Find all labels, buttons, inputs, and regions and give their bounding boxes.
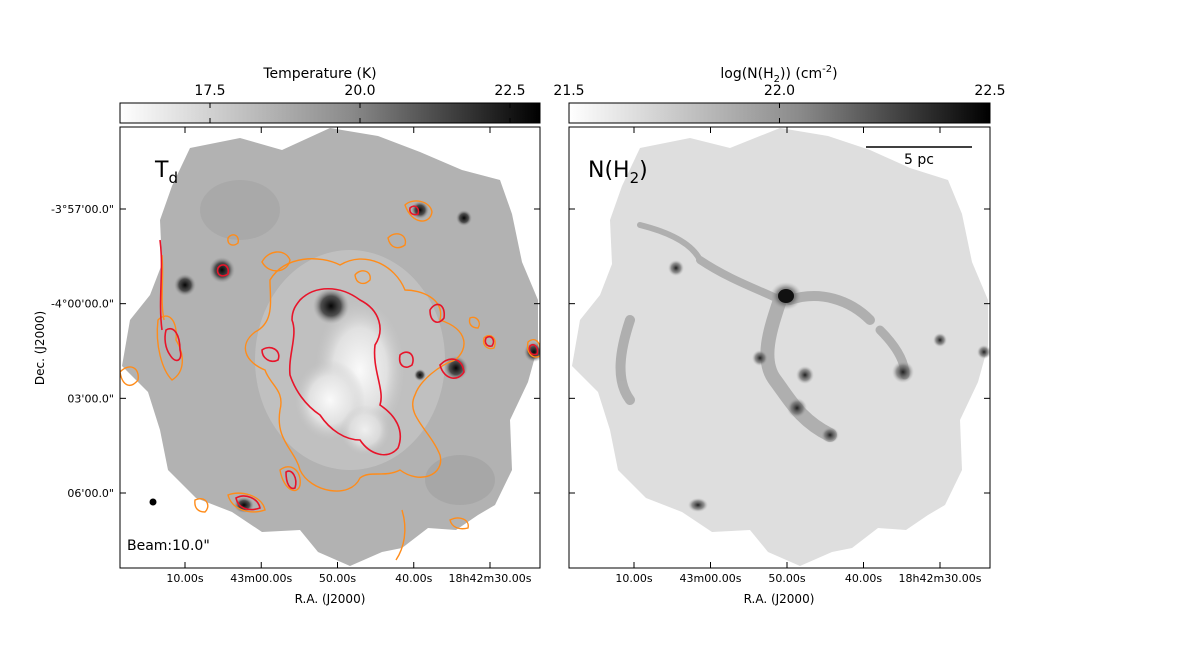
temperature-panel: Temperature (K) 17.5 20.0 22.5 (33, 66, 541, 606)
column-density-axis-ticks: 10.00s 43m00.00s 50.00s 40.00s 18h42m30.00s (569, 127, 990, 585)
colorbar-tick-label: 22.5 (974, 83, 1005, 99)
temperature-axis-ticks: 10.00s 43m00.00s 50.00s 40.00s 18h42m30.00s -… (51, 127, 540, 585)
colorbar-tick-label: 21.5 (553, 83, 584, 99)
dense-core (821, 427, 839, 443)
hot-source (313, 288, 349, 324)
dense-core (688, 498, 708, 512)
x-tick-label: 50.00s (319, 572, 356, 585)
hot-source (456, 210, 472, 226)
x-tick-label: 50.00s (768, 572, 805, 585)
x-tick-label: 18h42m30.00s (449, 572, 532, 585)
dense-core (752, 350, 768, 366)
hot-source (209, 257, 235, 283)
temperature-colorbar-label: Temperature (K) (262, 66, 376, 82)
column-density-colorbar-label: log(N(H2)) (cm-2) (720, 64, 837, 85)
red-contours (159, 205, 539, 511)
colorbar-tick-label: 22.0 (764, 83, 795, 99)
x-tick-label: 10.00s (166, 572, 203, 585)
y-tick-label: -3°57'00.0" (51, 203, 114, 216)
x-tick-label: 40.00s (845, 572, 882, 585)
column-density-panel-label: N(H2) (588, 158, 648, 187)
column-density-map (572, 128, 990, 566)
column-density-panel: log(N(H2)) (cm-2) 21.5 22.0 22.5 (553, 64, 1005, 606)
y-tick-label: 03'00.0" (67, 392, 114, 405)
hot-source (414, 369, 426, 381)
temperature-map (120, 128, 540, 566)
dense-core (933, 333, 947, 347)
orange-contours (120, 200, 540, 561)
y-tick-label: 06'00.0" (67, 487, 114, 500)
dense-core (796, 366, 814, 384)
column-density-map-footprint (572, 128, 988, 566)
colorbar-tick-label: 17.5 (194, 83, 225, 99)
temperature-colorbar-gradient (119, 102, 541, 124)
column-density-xaxis-label: R.A. (J2000) (744, 592, 815, 606)
temperature-colorbar-ticks: 17.5 20.0 22.5 (194, 83, 526, 123)
dense-core (892, 361, 914, 383)
colorbar-tick-label: 20.0 (344, 83, 375, 99)
column-density-axes-frame (568, 126, 991, 569)
dense-core (668, 260, 684, 276)
x-tick-label: 40.00s (395, 572, 432, 585)
temperature-axes-frame (119, 126, 541, 569)
temperature-yaxis-label: Dec. (J2000) (33, 311, 47, 385)
colorbar-tick-label: 22.5 (494, 83, 525, 99)
column-density-colorbar: log(N(H2)) (cm-2) 21.5 22.0 22.5 (553, 64, 1006, 124)
beam-marker (149, 498, 157, 506)
x-tick-label: 43m00.00s (230, 572, 292, 585)
beam-label: Beam:10.0" (127, 538, 210, 554)
dense-core (787, 398, 807, 418)
column-density-colorbar-ticks: 21.5 22.0 22.5 (553, 83, 1006, 123)
temperature-xaxis-label: R.A. (J2000) (295, 592, 366, 606)
x-tick-label: 18h42m30.00s (899, 572, 982, 585)
x-tick-label: 43m00.00s (680, 572, 742, 585)
temperature-panel-label: Td (154, 158, 178, 187)
scale-bar-label: 5 pc (904, 152, 934, 168)
x-tick-label: 10.00s (615, 572, 652, 585)
temperature-colorbar: Temperature (K) 17.5 20.0 22.5 (119, 66, 541, 124)
hot-source (174, 274, 196, 296)
dense-core (977, 345, 990, 359)
y-tick-label: -4°00'00.0" (51, 298, 114, 311)
